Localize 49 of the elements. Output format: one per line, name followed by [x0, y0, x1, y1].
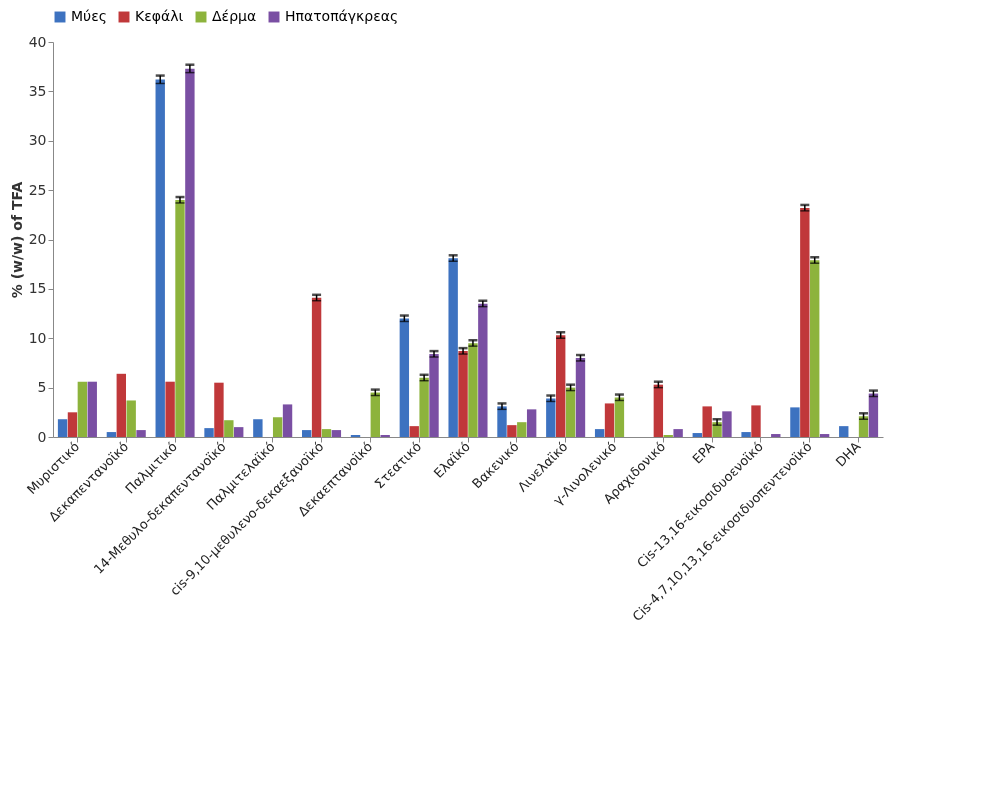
bar: [57, 419, 68, 437]
bar: [116, 373, 126, 437]
bar: [702, 406, 712, 437]
bar: [331, 430, 342, 437]
y-tick-label: 10: [28, 329, 47, 346]
bar: [839, 426, 849, 437]
bar: [282, 404, 293, 437]
bar: [594, 429, 605, 437]
bar: [507, 425, 517, 437]
bar: [409, 426, 419, 437]
bar: [722, 411, 732, 437]
legend-label: Κεφάλι: [135, 8, 184, 24]
bar: [136, 430, 146, 437]
bar: [526, 409, 537, 437]
bar: [77, 381, 88, 437]
bar: [819, 434, 830, 437]
y-tick-label: 40: [28, 33, 47, 50]
bar: [214, 382, 224, 437]
bar: [106, 432, 117, 437]
bar: [771, 434, 781, 437]
bar: [604, 403, 615, 437]
bar: [165, 381, 175, 437]
bar: [302, 430, 312, 437]
bar: [321, 429, 332, 437]
bar: [67, 412, 78, 437]
y-tick-label: 15: [28, 280, 47, 297]
y-axis-title: % (w/w) of TFA: [8, 181, 25, 299]
bar: [253, 419, 263, 437]
bar: [751, 405, 761, 437]
bar: [234, 427, 244, 437]
bar: [87, 381, 97, 437]
y-tick-label: 5: [37, 379, 47, 396]
y-tick-label: 35: [28, 82, 47, 99]
bar: [204, 428, 214, 437]
legend-label: Δέρμα: [212, 8, 257, 24]
bar: [790, 407, 800, 437]
bar: [673, 429, 683, 437]
bar: [126, 400, 136, 437]
legend-label: Μύες: [71, 8, 107, 24]
legend-label: Ηπατοπάγκρεας: [285, 8, 399, 24]
y-tick-label: 30: [28, 132, 47, 149]
bar: [741, 432, 751, 437]
y-tick-label: 25: [28, 181, 47, 198]
bar: [517, 422, 527, 437]
y-tick-label: 0: [37, 428, 47, 445]
y-tick-label: 20: [28, 231, 47, 247]
bar: [692, 433, 702, 437]
bar: [224, 420, 234, 437]
bar: [272, 417, 283, 437]
